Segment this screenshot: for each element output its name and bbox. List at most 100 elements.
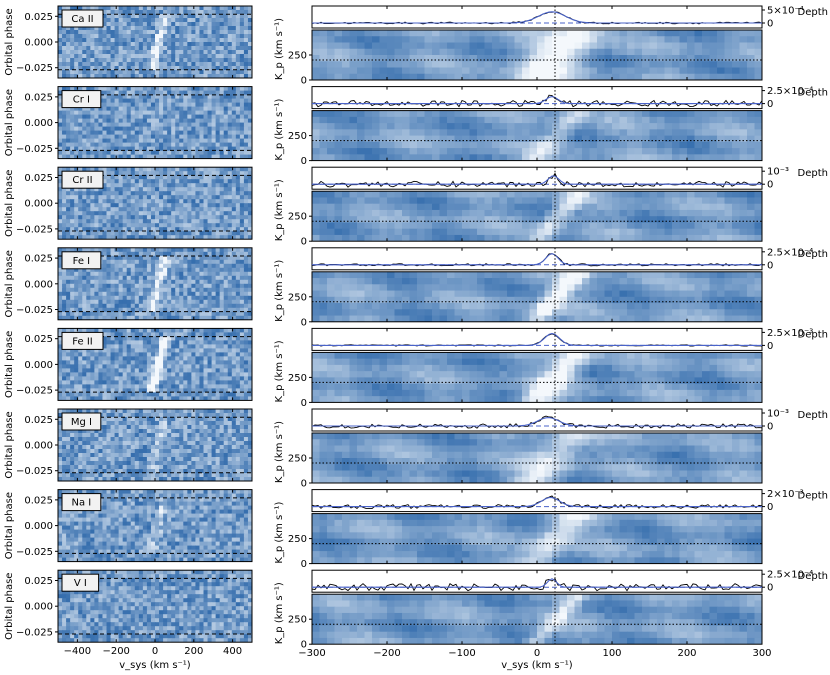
trail-cell xyxy=(207,191,213,196)
trail-cell xyxy=(70,34,75,39)
trail-cell xyxy=(207,98,213,104)
trail-cell xyxy=(207,219,213,224)
trail-cell xyxy=(207,179,213,184)
trail-cell xyxy=(58,126,63,132)
trail-cell xyxy=(247,126,252,132)
trail-cell xyxy=(199,283,205,289)
kp-cell xyxy=(702,55,711,62)
trail-cell xyxy=(66,30,71,35)
kp-cell xyxy=(619,135,628,143)
kp-cell xyxy=(732,141,741,149)
trail-cell xyxy=(203,203,209,208)
kp-cell xyxy=(709,203,718,211)
trail-cell xyxy=(134,255,140,261)
kp-cell xyxy=(319,234,328,242)
trail-cell xyxy=(235,183,241,188)
trail-cell xyxy=(227,62,233,67)
trail-cell xyxy=(243,42,249,47)
trail-cell xyxy=(247,10,252,15)
kp-cell xyxy=(319,67,328,75)
trail-cell xyxy=(62,70,67,75)
trail-cell xyxy=(179,235,184,240)
trail-cell xyxy=(118,283,124,289)
trail-cell xyxy=(191,42,197,47)
trail-cell xyxy=(70,311,75,317)
trail-cell xyxy=(78,86,83,92)
trail-cell xyxy=(62,66,67,71)
trail-cell xyxy=(118,54,124,59)
kp-cell xyxy=(492,116,501,124)
model-line xyxy=(312,175,762,185)
trail-cell xyxy=(130,207,136,212)
kp-cell xyxy=(372,36,381,44)
trail-cell xyxy=(130,62,136,67)
trail-cell xyxy=(134,106,140,112)
trail-cell xyxy=(98,138,104,144)
trail-cell xyxy=(90,34,95,39)
trail-cell xyxy=(118,247,124,253)
trail-cell xyxy=(66,199,71,204)
trail-cell xyxy=(155,219,160,224)
trail-cell xyxy=(211,122,217,128)
kp-cell xyxy=(507,228,516,236)
trail-cell xyxy=(179,211,184,216)
kp-cell xyxy=(634,141,643,149)
trail-cell xyxy=(175,118,180,124)
trail-cell xyxy=(191,26,197,31)
trail-cell xyxy=(163,283,168,289)
ylabel-kp: K_p (km s⁻¹) xyxy=(274,98,285,160)
trail-cell xyxy=(138,203,144,208)
kp-cell xyxy=(552,116,561,124)
kp-cell xyxy=(417,123,426,130)
kp-cell xyxy=(402,154,411,161)
trail-cell xyxy=(195,26,201,31)
kp-cell xyxy=(537,30,546,37)
trail-cell xyxy=(122,203,128,208)
kp-cell xyxy=(522,55,531,62)
trail-cell xyxy=(239,259,245,265)
trail-cell xyxy=(175,211,180,216)
kp-cell xyxy=(649,73,658,80)
trail-cell xyxy=(94,114,100,120)
trail-cell xyxy=(219,38,225,43)
trail-cell xyxy=(231,22,237,27)
trail-cell xyxy=(239,74,245,78)
trail-cell xyxy=(239,303,245,309)
trail-cell xyxy=(78,70,83,75)
trail-cell xyxy=(159,14,164,19)
trail-cell xyxy=(138,106,144,112)
trail-cell xyxy=(150,267,156,273)
kp-cell xyxy=(657,48,666,56)
trail-cell xyxy=(150,263,156,269)
trail-cell xyxy=(110,191,116,196)
trail-cell xyxy=(118,275,124,281)
trail-cell xyxy=(183,142,188,148)
trail-cell xyxy=(219,215,225,220)
kp-cell xyxy=(679,141,688,149)
trail-cell xyxy=(167,58,172,63)
kp-cell xyxy=(687,222,696,230)
trail-cell xyxy=(126,30,132,35)
trail-cell xyxy=(243,191,249,196)
trail-cell xyxy=(223,231,229,236)
ylabel-orbital-phase: Orbital phase xyxy=(4,89,15,156)
kp-cell xyxy=(612,48,621,56)
ylabel-kp: K_p (km s⁻¹) xyxy=(274,18,285,80)
trail-cell xyxy=(215,138,221,144)
trail-cell xyxy=(114,50,120,55)
trail-cell xyxy=(211,86,217,92)
kp-cell xyxy=(417,129,426,137)
trail-cell xyxy=(155,247,160,253)
kp-cell xyxy=(492,154,501,161)
trail-cell xyxy=(146,287,152,293)
trail-cell xyxy=(247,42,252,47)
trail-cell xyxy=(122,283,128,289)
trail-cell xyxy=(159,211,164,216)
trail-cell xyxy=(183,146,188,152)
kp-cell xyxy=(679,116,688,124)
trail-cell xyxy=(110,58,116,63)
trail-cell xyxy=(219,251,225,257)
trail-cell xyxy=(118,90,124,96)
trail-cell xyxy=(130,191,136,196)
trail-cell xyxy=(155,291,160,297)
